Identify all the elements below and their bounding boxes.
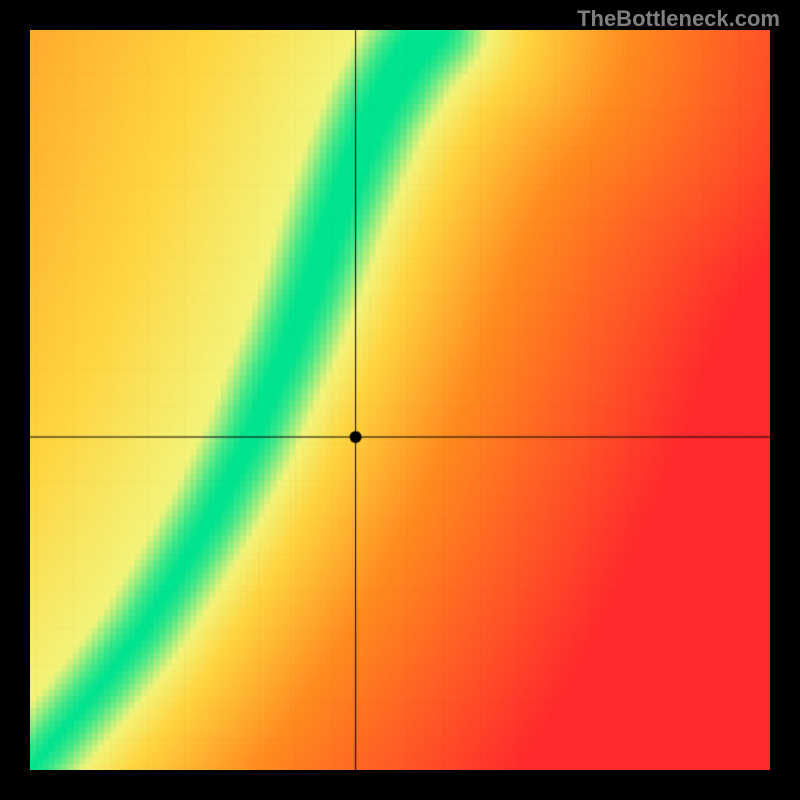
heatmap-canvas xyxy=(30,30,770,770)
heatmap-chart xyxy=(30,30,770,770)
chart-container: TheBottleneck.com xyxy=(0,0,800,800)
watermark-text: TheBottleneck.com xyxy=(577,6,780,32)
